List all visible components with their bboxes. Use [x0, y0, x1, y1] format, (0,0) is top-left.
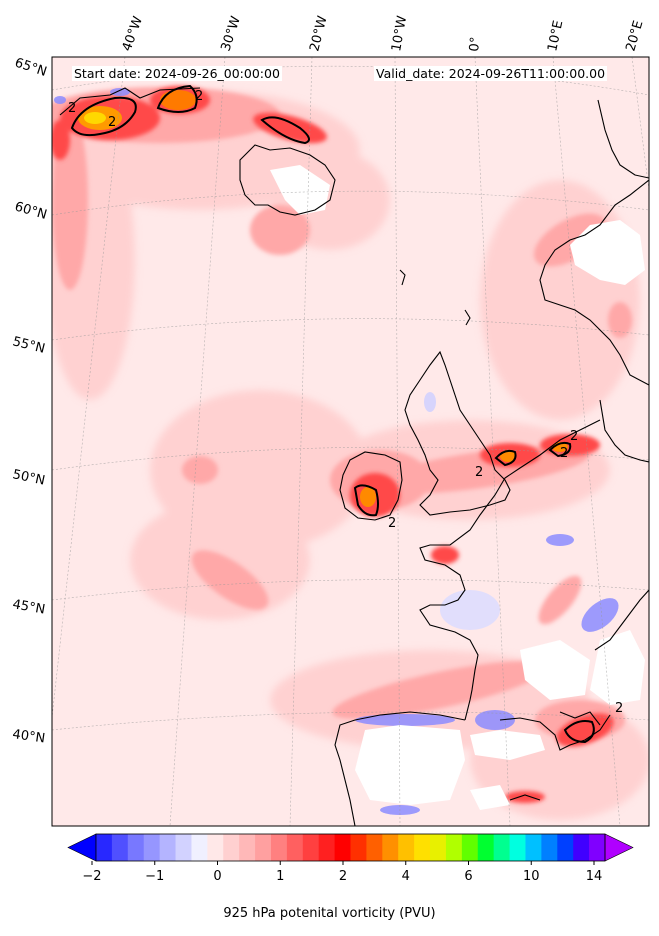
colorbar-cell — [223, 834, 240, 861]
colorbar-cell — [366, 834, 383, 861]
map-panel: 2 2 2 2 2 2 2 2 — [52, 57, 649, 826]
contour-label: 2 — [615, 701, 623, 716]
colorbar-tick-label: −2 — [82, 869, 101, 884]
coast-corsica — [559, 711, 601, 726]
coast-great-britain — [404, 350, 511, 516]
contour-label: 2 — [195, 89, 203, 104]
colorbar-cell — [191, 834, 208, 861]
coast-ireland — [339, 451, 403, 521]
coast-iceland — [239, 144, 336, 216]
colorbar-cell — [509, 834, 526, 861]
coast-mediterranean — [499, 714, 611, 751]
start-date-label: Start date: 2024-09-26_00:00:00 — [72, 66, 282, 81]
colorbar-cell — [96, 834, 113, 861]
coastlines — [59, 87, 649, 826]
colorbar-cell — [239, 834, 256, 861]
contour-label: 2 — [475, 465, 483, 480]
colorbar-cell — [541, 834, 558, 861]
contour-label: 2 — [570, 429, 578, 444]
coast-continent — [419, 419, 601, 721]
colorbar-cell — [398, 834, 415, 861]
lat-label: 40°N — [11, 727, 46, 746]
colorbar-cell — [127, 834, 145, 861]
graticule — [52, 57, 649, 826]
contour-label: 2 — [388, 516, 396, 531]
colorbar-cell — [302, 834, 320, 861]
colorbar-cell — [445, 834, 463, 861]
contour-label: 2 — [560, 446, 568, 461]
lon-label: 40°W — [120, 14, 146, 53]
colorbar-tick-label: 6 — [464, 869, 472, 884]
colorbar-cell — [477, 834, 495, 861]
colorbar-cell — [350, 834, 367, 861]
coast-sweden — [599, 399, 649, 463]
lon-label: 20°E — [623, 19, 646, 53]
coast-alps-italy — [594, 589, 649, 651]
colorbar-tick-label: 14 — [586, 869, 603, 884]
colorbar-tick-label: 2 — [339, 869, 347, 884]
coast-greenland — [59, 87, 201, 116]
colorbar-max-arrow — [604, 833, 634, 862]
colorbar-tick-label: 0 — [213, 869, 221, 884]
lat-label: 55°N — [11, 334, 46, 356]
lon-label: 0° — [467, 36, 483, 52]
colorbar-cell — [493, 834, 511, 861]
colorbar-tick-label: −1 — [145, 869, 164, 884]
terrain-mask — [270, 165, 645, 810]
colorbar-tick-label: 4 — [402, 869, 410, 884]
colorbar-cell — [461, 834, 479, 861]
colorbar-label: 925 hPa potenital vorticity (PVU) — [223, 906, 436, 921]
colorbar-cell — [207, 834, 224, 861]
colorbar-cell — [334, 834, 351, 861]
longitude-labels: 40°W 30°W 20°W 10°W 0° 10°E 20°E — [120, 14, 647, 53]
valid-date-label: Valid_date: 2024-09-26T11:00:00.00 — [374, 66, 608, 81]
colorbar-cell — [143, 834, 161, 861]
colorbar-cell — [270, 834, 288, 861]
colorbar-cell — [414, 834, 431, 861]
coast-balearic — [509, 794, 541, 801]
lon-label: 20°W — [307, 14, 330, 53]
pv-field-core — [78, 90, 568, 507]
colorbar: −2 −1 0 1 2 4 6 10 14 — [67, 833, 634, 884]
colorbar-cell — [318, 834, 336, 861]
colorbar-cell — [430, 834, 447, 861]
colorbar-tick-label: 1 — [276, 869, 284, 884]
colorbar-min-arrow — [67, 833, 97, 862]
colorbar-cell — [573, 834, 590, 861]
lon-label: 10°E — [545, 19, 566, 53]
colorbar-cell — [286, 834, 304, 861]
lon-label: 10°W — [389, 15, 410, 53]
lat-label: 45°N — [11, 597, 46, 617]
colorbar-cell — [255, 834, 272, 861]
colorbar-cell — [589, 834, 606, 861]
lat-label: 60°N — [13, 199, 49, 222]
lon-label: 30°W — [219, 14, 244, 53]
colorbar-cell — [525, 834, 542, 861]
contour-label: 2 — [108, 115, 116, 130]
contour-label: 2 — [68, 101, 76, 116]
latitude-labels: 65°N 60°N 55°N 50°N 45°N 40°N — [11, 56, 49, 747]
coast-norway — [539, 179, 649, 386]
contours-2pvu — [70, 84, 595, 744]
lat-label: 50°N — [11, 467, 46, 488]
colorbar-cell — [382, 834, 399, 861]
map-frame — [51, 56, 650, 827]
colorbar-cell — [557, 834, 574, 861]
colorbar-tick-label: 10 — [523, 869, 540, 884]
lat-label: 65°N — [13, 56, 49, 80]
coast-iberia — [334, 711, 466, 826]
colorbar-frame — [95, 833, 606, 862]
coast-faroe — [399, 269, 406, 286]
colorbar-cell — [159, 834, 177, 861]
colorbar-cell — [111, 834, 129, 861]
coast-shetland — [464, 309, 471, 326]
coast-norway-north — [597, 99, 649, 179]
colorbar-cell — [175, 834, 192, 861]
contour-label-group: 2 2 2 2 2 2 2 2 — [68, 89, 623, 716]
